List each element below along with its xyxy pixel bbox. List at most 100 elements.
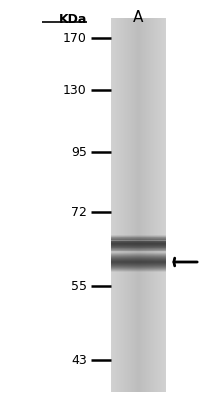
- Bar: [122, 18, 123, 392]
- Bar: [149, 18, 150, 392]
- Bar: [111, 255, 166, 256]
- Bar: [111, 236, 166, 238]
- Bar: [111, 247, 166, 248]
- Bar: [155, 18, 156, 392]
- Bar: [111, 252, 166, 253]
- Bar: [130, 18, 131, 392]
- Bar: [148, 18, 149, 392]
- Bar: [123, 18, 124, 392]
- Bar: [111, 240, 166, 241]
- Bar: [111, 242, 166, 243]
- Bar: [142, 18, 143, 392]
- Bar: [111, 257, 166, 258]
- Bar: [118, 18, 119, 392]
- Bar: [128, 18, 129, 392]
- Bar: [164, 18, 165, 392]
- Bar: [141, 18, 142, 392]
- Bar: [140, 18, 141, 392]
- Bar: [157, 18, 158, 392]
- Bar: [111, 250, 166, 251]
- Bar: [153, 18, 154, 392]
- Bar: [111, 257, 166, 258]
- Bar: [111, 238, 166, 239]
- Bar: [111, 245, 166, 246]
- Bar: [151, 18, 152, 392]
- Bar: [145, 18, 146, 392]
- Bar: [132, 18, 133, 392]
- Text: 43: 43: [71, 354, 87, 366]
- Bar: [142, 18, 143, 392]
- Bar: [111, 259, 166, 260]
- Bar: [117, 18, 118, 392]
- Bar: [111, 248, 166, 249]
- Bar: [123, 18, 124, 392]
- Bar: [111, 238, 166, 239]
- Bar: [111, 246, 166, 247]
- Bar: [119, 18, 120, 392]
- Bar: [111, 243, 166, 244]
- Text: 72: 72: [71, 206, 87, 218]
- Bar: [126, 18, 127, 392]
- Bar: [111, 245, 166, 246]
- Bar: [125, 18, 126, 392]
- Bar: [136, 18, 137, 392]
- Bar: [111, 248, 166, 249]
- Bar: [151, 18, 152, 392]
- Bar: [140, 18, 141, 392]
- Bar: [114, 18, 115, 392]
- Bar: [111, 267, 166, 268]
- Bar: [111, 244, 166, 245]
- Bar: [125, 18, 126, 392]
- Bar: [112, 18, 113, 392]
- Bar: [111, 255, 166, 256]
- Bar: [129, 18, 130, 392]
- Text: 95: 95: [71, 146, 87, 158]
- Bar: [111, 254, 166, 255]
- Bar: [121, 18, 122, 392]
- Bar: [111, 235, 166, 236]
- Bar: [160, 18, 161, 392]
- Bar: [135, 18, 136, 392]
- Bar: [111, 263, 166, 264]
- Bar: [111, 236, 166, 237]
- Bar: [111, 265, 166, 266]
- Bar: [158, 18, 159, 392]
- Bar: [133, 18, 134, 392]
- Bar: [137, 18, 138, 392]
- Bar: [111, 269, 166, 270]
- Bar: [143, 18, 144, 392]
- Bar: [134, 18, 135, 392]
- Bar: [161, 18, 162, 392]
- Bar: [155, 18, 156, 392]
- Text: 130: 130: [63, 84, 87, 96]
- Bar: [111, 267, 166, 268]
- Bar: [111, 269, 166, 270]
- Bar: [111, 265, 166, 266]
- Bar: [131, 18, 132, 392]
- Bar: [129, 18, 130, 392]
- Bar: [111, 262, 166, 263]
- Bar: [111, 263, 166, 264]
- Bar: [154, 18, 155, 392]
- Bar: [111, 264, 166, 265]
- Bar: [111, 268, 166, 269]
- Bar: [159, 18, 160, 392]
- Bar: [139, 18, 140, 392]
- Bar: [144, 18, 145, 392]
- Bar: [111, 241, 166, 242]
- Bar: [111, 261, 166, 262]
- Bar: [113, 18, 114, 392]
- Bar: [153, 18, 154, 392]
- Bar: [111, 246, 166, 247]
- Text: KDa: KDa: [59, 13, 87, 26]
- Bar: [138, 18, 139, 392]
- Bar: [111, 256, 166, 257]
- Bar: [111, 249, 166, 250]
- Bar: [111, 239, 166, 240]
- Bar: [144, 18, 145, 392]
- Bar: [115, 18, 116, 392]
- Bar: [156, 18, 157, 392]
- Bar: [111, 18, 112, 392]
- Bar: [111, 237, 166, 238]
- Bar: [111, 239, 166, 240]
